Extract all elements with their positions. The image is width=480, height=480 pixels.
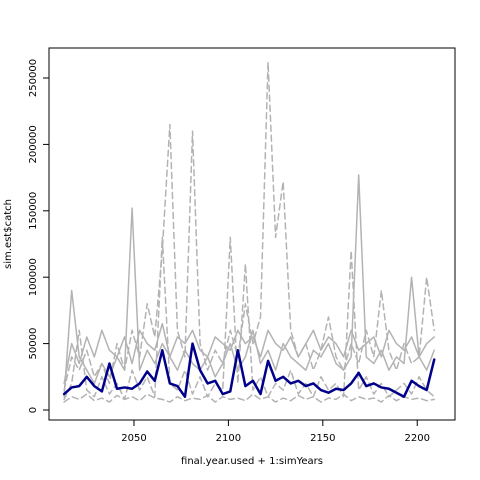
y-tick-label: 100000 [28,258,39,296]
y-tick-label: 150000 [28,192,39,230]
y-tick-label: 50000 [28,328,39,360]
y-tick-label: 250000 [28,59,39,97]
series-line [63,236,435,401]
y-axis-label: sim.est$catch [3,199,14,269]
x-tick-label: 2100 [216,433,241,444]
x-tick-label: 2050 [121,433,146,444]
plot-frame [48,47,456,421]
series-line [62,342,436,398]
x-tick-label: 2200 [405,433,430,444]
series-line [63,322,435,385]
y-tick-label: 200000 [28,125,39,163]
series-line [63,174,435,398]
x-axis-label: final.year.used + 1:simYears [181,456,323,467]
series-line [63,393,435,403]
y-tick-label: 0 [28,407,39,413]
x-tick-label: 2150 [310,433,335,444]
series-line [63,61,435,391]
